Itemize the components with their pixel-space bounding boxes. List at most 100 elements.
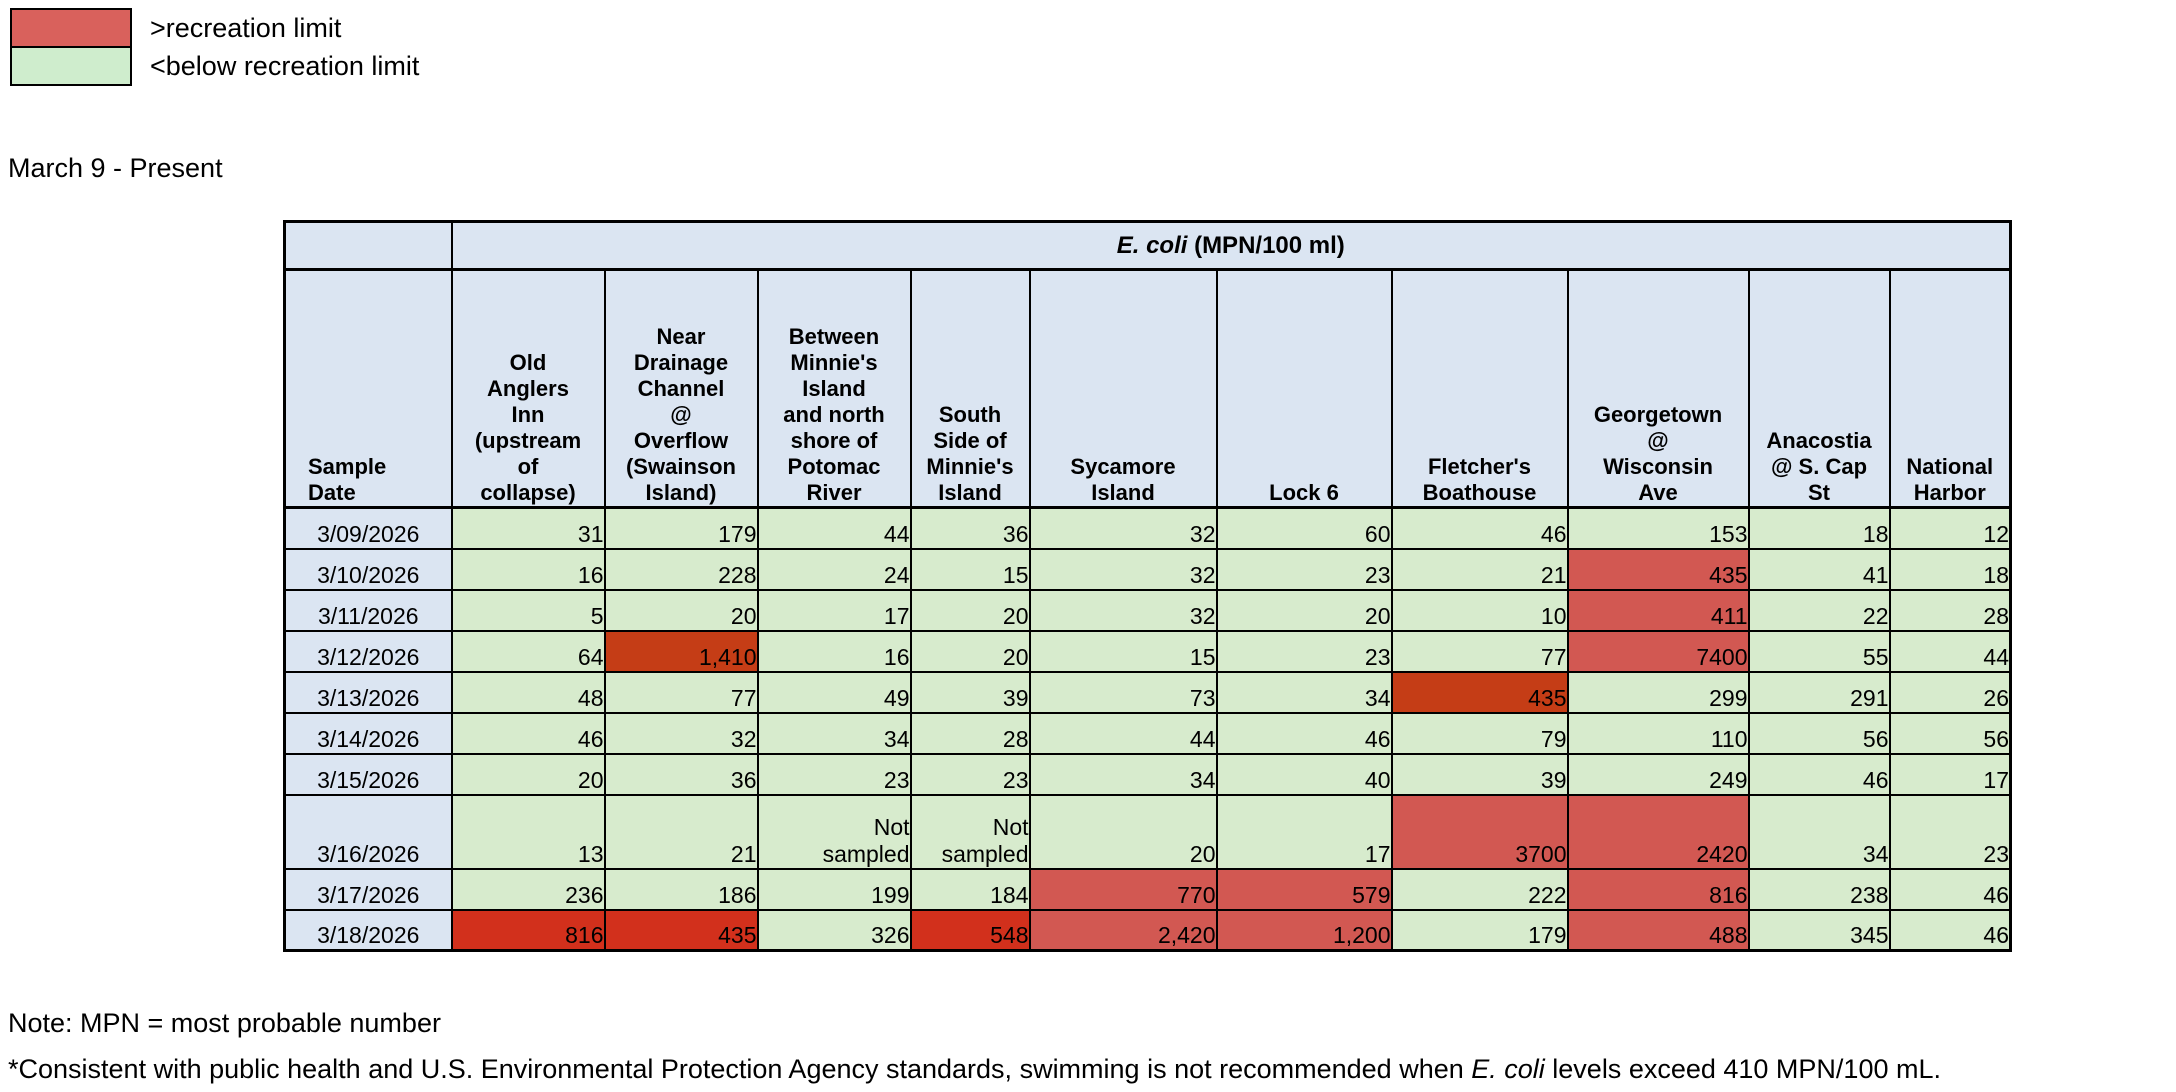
date-cell: 3/11/2026 [283, 588, 453, 632]
value-cell: 816 [450, 908, 606, 952]
value-cell: 579 [1215, 867, 1393, 911]
legend-label-above-limit: >recreation limit [150, 12, 342, 43]
value-cell: 77 [1390, 629, 1569, 673]
value-cell: 1,200 [1215, 908, 1393, 952]
table-row: 3/15/2026 20 36 23 23 34 40 39 249 46 17 [283, 752, 2012, 796]
header-cell: Fletcher's Boathouse [1390, 268, 1569, 509]
note-mpn: Note: MPN = most probable number [8, 1008, 441, 1038]
value-cell: 179 [603, 506, 759, 550]
value-cell: 55 [1747, 629, 1891, 673]
value-cell: 46 [1390, 506, 1569, 550]
value-cell: 18 [1888, 547, 2012, 591]
value-cell: 32 [1028, 506, 1218, 550]
value-cell: 41 [1747, 547, 1891, 591]
table-title-units: (MPN/100 ml) [1187, 231, 1345, 259]
value-cell: 26 [1888, 670, 2012, 714]
value-cell: 44 [756, 506, 912, 550]
value-cell: 435 [1566, 547, 1750, 591]
value-cell: 77 [603, 670, 759, 714]
value-cell: 236 [450, 867, 606, 911]
note-epa-post: levels exceed 410 MPN/100 mL. [1544, 1054, 1941, 1084]
legend-swatch-above-limit [10, 8, 132, 48]
value-cell: 15 [1028, 629, 1218, 673]
note-epa: *Consistent with public health and U.S. … [8, 1046, 1941, 1092]
value-cell: 28 [1888, 588, 2012, 632]
value-cell: 46 [1888, 908, 2012, 952]
value-cell: 34 [1028, 752, 1218, 796]
value-cell: 44 [1028, 711, 1218, 755]
value-cell: 23 [1215, 629, 1393, 673]
header-cell: Near Drainage Channel @ Overflow (Swains… [603, 268, 759, 509]
value-cell: 46 [1888, 867, 2012, 911]
value-cell: 34 [756, 711, 912, 755]
value-cell: 291 [1747, 670, 1891, 714]
note-epa-pre: *Consistent with public health and U.S. … [8, 1054, 1472, 1084]
value-cell: 20 [909, 588, 1031, 632]
header-cell: Georgetown @ Wisconsin Ave [1566, 268, 1750, 509]
header-cell: Anacostia @ S. Cap St [1747, 268, 1891, 509]
legend: >recreation limit <below recreation limit [10, 8, 419, 86]
date-cell: 3/10/2026 [283, 547, 453, 591]
header-cell: Between Minnie's Island and north shore … [756, 268, 912, 509]
value-cell: 56 [1888, 711, 2012, 755]
table-row: 3/17/2026 236 186 199 184 770 579 222 816 238 46 [283, 867, 2012, 911]
value-cell: 36 [603, 752, 759, 796]
period-label: March 9 - Present [8, 153, 223, 183]
table-row: 3/13/2026 48 77 49 39 73 34 435 299 291 26 [283, 670, 2012, 714]
value-cell: 36 [909, 506, 1031, 550]
value-cell: 15 [909, 547, 1031, 591]
value-cell: 13 [450, 793, 606, 870]
value-cell: 435 [1390, 670, 1569, 714]
value-cell: 10 [1390, 588, 1569, 632]
value-cell: 548 [909, 908, 1031, 952]
corner-cell [283, 220, 453, 271]
value-cell: 23 [1215, 547, 1393, 591]
value-cell: 20 [909, 629, 1031, 673]
date-cell: 3/17/2026 [283, 867, 453, 911]
value-cell: 5 [450, 588, 606, 632]
value-cell: 20 [1215, 588, 1393, 632]
table-row: 3/14/2026 46 32 34 28 44 46 79 110 56 56 [283, 711, 2012, 755]
ecoli-table: E. coli (MPN/100 ml) Sample Date Old Angl… [283, 220, 2012, 952]
table-row: 3/10/2026 16 228 24 15 32 23 21 435 41 18 [283, 547, 2012, 591]
value-cell: 34 [1747, 793, 1891, 870]
value-cell: 32 [1028, 588, 1218, 632]
value-cell: 21 [1390, 547, 1569, 591]
note-epa-species: E. coli [1471, 1054, 1545, 1084]
value-cell: 238 [1747, 867, 1891, 911]
value-cell: 49 [756, 670, 912, 714]
value-cell: 31 [450, 506, 606, 550]
value-cell: 32 [603, 711, 759, 755]
header-cell: National Harbor [1888, 268, 2012, 509]
value-cell: 24 [756, 547, 912, 591]
value-cell: 44 [1888, 629, 2012, 673]
date-cell: 3/15/2026 [283, 752, 453, 796]
value-cell: 488 [1566, 908, 1750, 952]
value-cell: 20 [1028, 793, 1218, 870]
table-row: 3/18/2026 816 435 326 548 2,420 1,200 179 488 345… [283, 908, 2012, 952]
value-cell: 17 [1888, 752, 2012, 796]
header-cell: Sycamore Island [1028, 268, 1218, 509]
header-cell: Sample Date [283, 268, 453, 509]
value-cell: 23 [756, 752, 912, 796]
value-cell: 46 [450, 711, 606, 755]
value-cell: 64 [450, 629, 606, 673]
value-cell: 20 [603, 588, 759, 632]
date-cell: 3/12/2026 [283, 629, 453, 673]
value-cell: 79 [1390, 711, 1569, 755]
legend-swatch-below-limit [10, 46, 132, 86]
table-title-row: E. coli (MPN/100 ml) [283, 220, 2012, 271]
value-cell: 17 [756, 588, 912, 632]
value-cell: 2420 [1566, 793, 1750, 870]
date-cell: 3/09/2026 [283, 506, 453, 550]
value-cell: 16 [450, 547, 606, 591]
value-cell: 7400 [1566, 629, 1750, 673]
value-cell: 326 [756, 908, 912, 952]
value-cell: 435 [603, 908, 759, 952]
notes: Note: MPN = most probable number *Consis… [8, 1000, 1941, 1092]
column-header-row: Sample Date Old Anglers Inn (upstream of … [283, 268, 2012, 509]
date-cell: 3/18/2026 [283, 908, 453, 952]
value-cell: 110 [1566, 711, 1750, 755]
date-cell: 3/16/2026 [283, 793, 453, 870]
value-cell: 228 [603, 547, 759, 591]
